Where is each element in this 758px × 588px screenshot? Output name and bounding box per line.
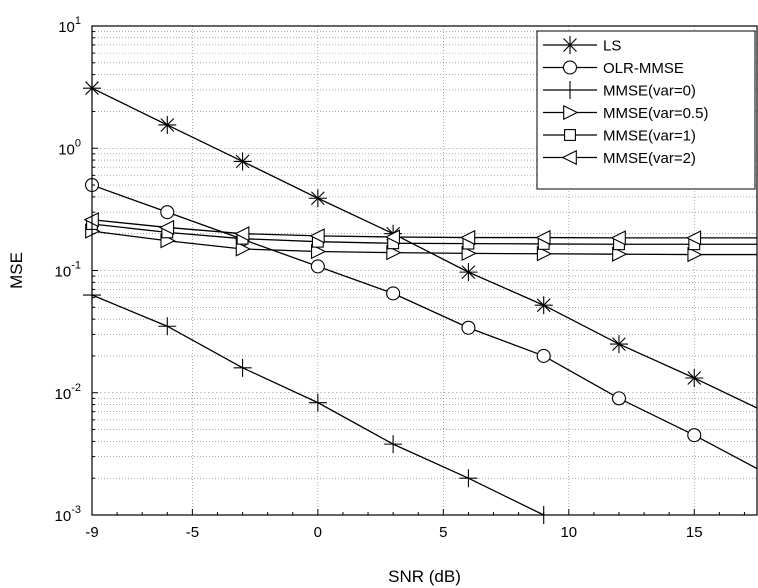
legend-label: MMSE(var=0.5): [603, 105, 708, 122]
data-point: [687, 428, 702, 443]
data-point: [611, 391, 627, 406]
asterisk-stroke: [563, 38, 577, 52]
data-point: [235, 241, 251, 257]
y-tick-base: 10: [55, 386, 72, 403]
series-line: [91, 223, 757, 245]
data-point: [308, 189, 327, 208]
asterisk-stroke: [687, 371, 702, 385]
y-tick-exponent: -2: [71, 382, 81, 394]
y-tick-exponent: 0: [75, 137, 81, 149]
x-tick-label: 15: [686, 524, 703, 541]
y-tick-exponent: 1: [75, 15, 81, 27]
data-point: [233, 152, 252, 171]
legend-label: MMSE(var=0): [603, 83, 696, 100]
legend-item: MMSE(var=0.5): [543, 104, 708, 122]
asterisk-stroke: [160, 118, 175, 132]
legend-label: LS: [603, 38, 621, 55]
legend-item: OLR-MMSE: [543, 60, 684, 77]
data-point: [534, 296, 553, 315]
legend: LS OLR-MMSE MMSE(var=0) MMSE(var=0.5) MMSE(v…: [536, 30, 756, 190]
x-tick-label: 5: [439, 524, 447, 541]
data-point: [687, 246, 703, 263]
asterisk-stroke: [461, 265, 476, 279]
data-point: [308, 393, 327, 412]
data-point: [459, 263, 478, 282]
asterisk-stroke: [536, 298, 551, 313]
data-point: [563, 104, 579, 121]
y-tick-label: 101: [58, 15, 81, 36]
data-point: [386, 244, 402, 261]
data-point: [685, 230, 702, 246]
x-tick-label: -5: [186, 524, 199, 541]
data-point: [234, 226, 250, 242]
asterisk-stroke: [235, 154, 250, 169]
y-tick-label: 10-3: [55, 504, 81, 525]
data-point: [612, 246, 628, 262]
legend-item: MMSE(var=2): [543, 149, 696, 167]
data-point: [561, 81, 579, 99]
data-point: [562, 60, 578, 75]
y-tick-exponent: -1: [71, 260, 81, 272]
data-point: [536, 348, 551, 363]
data-point: [535, 229, 551, 246]
y-tick-label: 100: [58, 137, 81, 158]
data-point: [310, 259, 325, 274]
y-tick-base: 10: [55, 508, 72, 525]
data-point: [610, 230, 626, 246]
y-tick-base: 10: [58, 141, 75, 158]
data-point: [384, 229, 400, 245]
legend-item: MMSE(var=0): [543, 81, 696, 100]
series-MMSE(var=2): [83, 212, 757, 246]
x-tick-label: 0: [314, 524, 322, 541]
x-tick-label: -9: [85, 524, 98, 541]
legend-item: MMSE(var=1): [543, 128, 696, 145]
data-point: [160, 205, 175, 220]
legend-label: MMSE(var=1): [603, 128, 696, 145]
series-MMSE(var=1): [86, 218, 757, 251]
x-tick-labels: -9 -5 0 5 10 15: [85, 524, 702, 541]
data-point: [310, 243, 327, 260]
y-tick-base: 10: [58, 19, 75, 36]
series-line: [91, 219, 757, 239]
data-point: [564, 129, 576, 141]
series-line: [91, 230, 757, 256]
x-tick-label: 10: [560, 524, 577, 541]
axis-ticks: [91, 25, 745, 516]
series-OLR-MMSE: [84, 178, 758, 470]
data-point: [461, 320, 476, 335]
data-point: [158, 115, 177, 134]
data-point: [384, 435, 403, 454]
data-point: [461, 245, 477, 262]
data-point: [685, 369, 704, 388]
data-point: [233, 358, 252, 377]
data-point: [459, 229, 476, 246]
y-tick-label: 10-2: [55, 382, 81, 403]
legend-item: LS: [543, 36, 621, 55]
data-point: [609, 335, 628, 354]
legend-label: MMSE(var=2): [603, 150, 696, 167]
data-point: [386, 286, 401, 301]
series-line: [91, 184, 758, 470]
y-tick-label: 10-1: [55, 260, 81, 281]
x-axis-title: SNR (dB): [388, 567, 461, 586]
data-point: [158, 219, 175, 236]
asterisk-stroke: [310, 191, 325, 206]
y-axis-title: MSE: [7, 252, 26, 289]
data-point: [309, 228, 325, 244]
y-tick-exponent: -3: [71, 504, 81, 516]
data-point: [561, 36, 579, 54]
data-point: [561, 149, 577, 166]
data-point: [158, 317, 177, 336]
data-point: [459, 469, 478, 488]
y-tick-base: 10: [55, 264, 72, 281]
asterisk-stroke: [612, 337, 626, 351]
data-point: [536, 246, 553, 262]
legend-label: OLR-MMSE: [603, 60, 684, 77]
